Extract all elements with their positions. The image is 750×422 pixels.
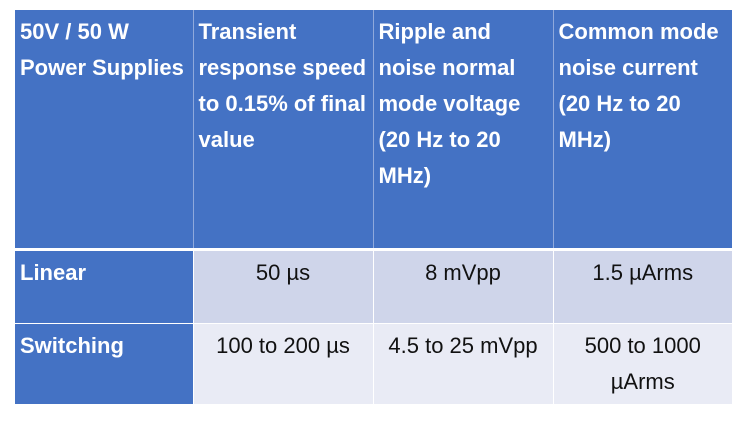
cell-value: 50 µs — [192, 249, 373, 324]
cell-value: 500 to 1000 µArms — [552, 323, 732, 404]
header-power-supplies: 50V / 50 W Power Supplies — [15, 10, 194, 250]
cell-value: 8 mVpp — [372, 249, 553, 324]
row-label: Switching — [15, 323, 193, 404]
cell-value: 100 to 200 µs — [192, 323, 373, 404]
table-row: Switching 100 to 200 µs 4.5 to 25 mVpp 5… — [15, 323, 732, 404]
cell-value: 4.5 to 25 mVpp — [372, 323, 553, 404]
header-common-mode-noise: Common mode noise current (20 Hz to 20 M… — [553, 10, 732, 250]
cell-value: 1.5 µArms — [552, 249, 732, 324]
row-label: Linear — [15, 249, 193, 324]
header-row: 50V / 50 W Power Supplies Transient resp… — [15, 10, 732, 250]
table-row: Linear 50 µs 8 mVpp 1.5 µArms — [15, 249, 732, 324]
power-supply-comparison-table: 50V / 50 W Power Supplies Transient resp… — [15, 10, 732, 404]
header-ripple-noise: Ripple and noise normal mode voltage (20… — [373, 10, 554, 250]
header-transient-response: Transient response speed to 0.15% of fin… — [193, 10, 374, 250]
